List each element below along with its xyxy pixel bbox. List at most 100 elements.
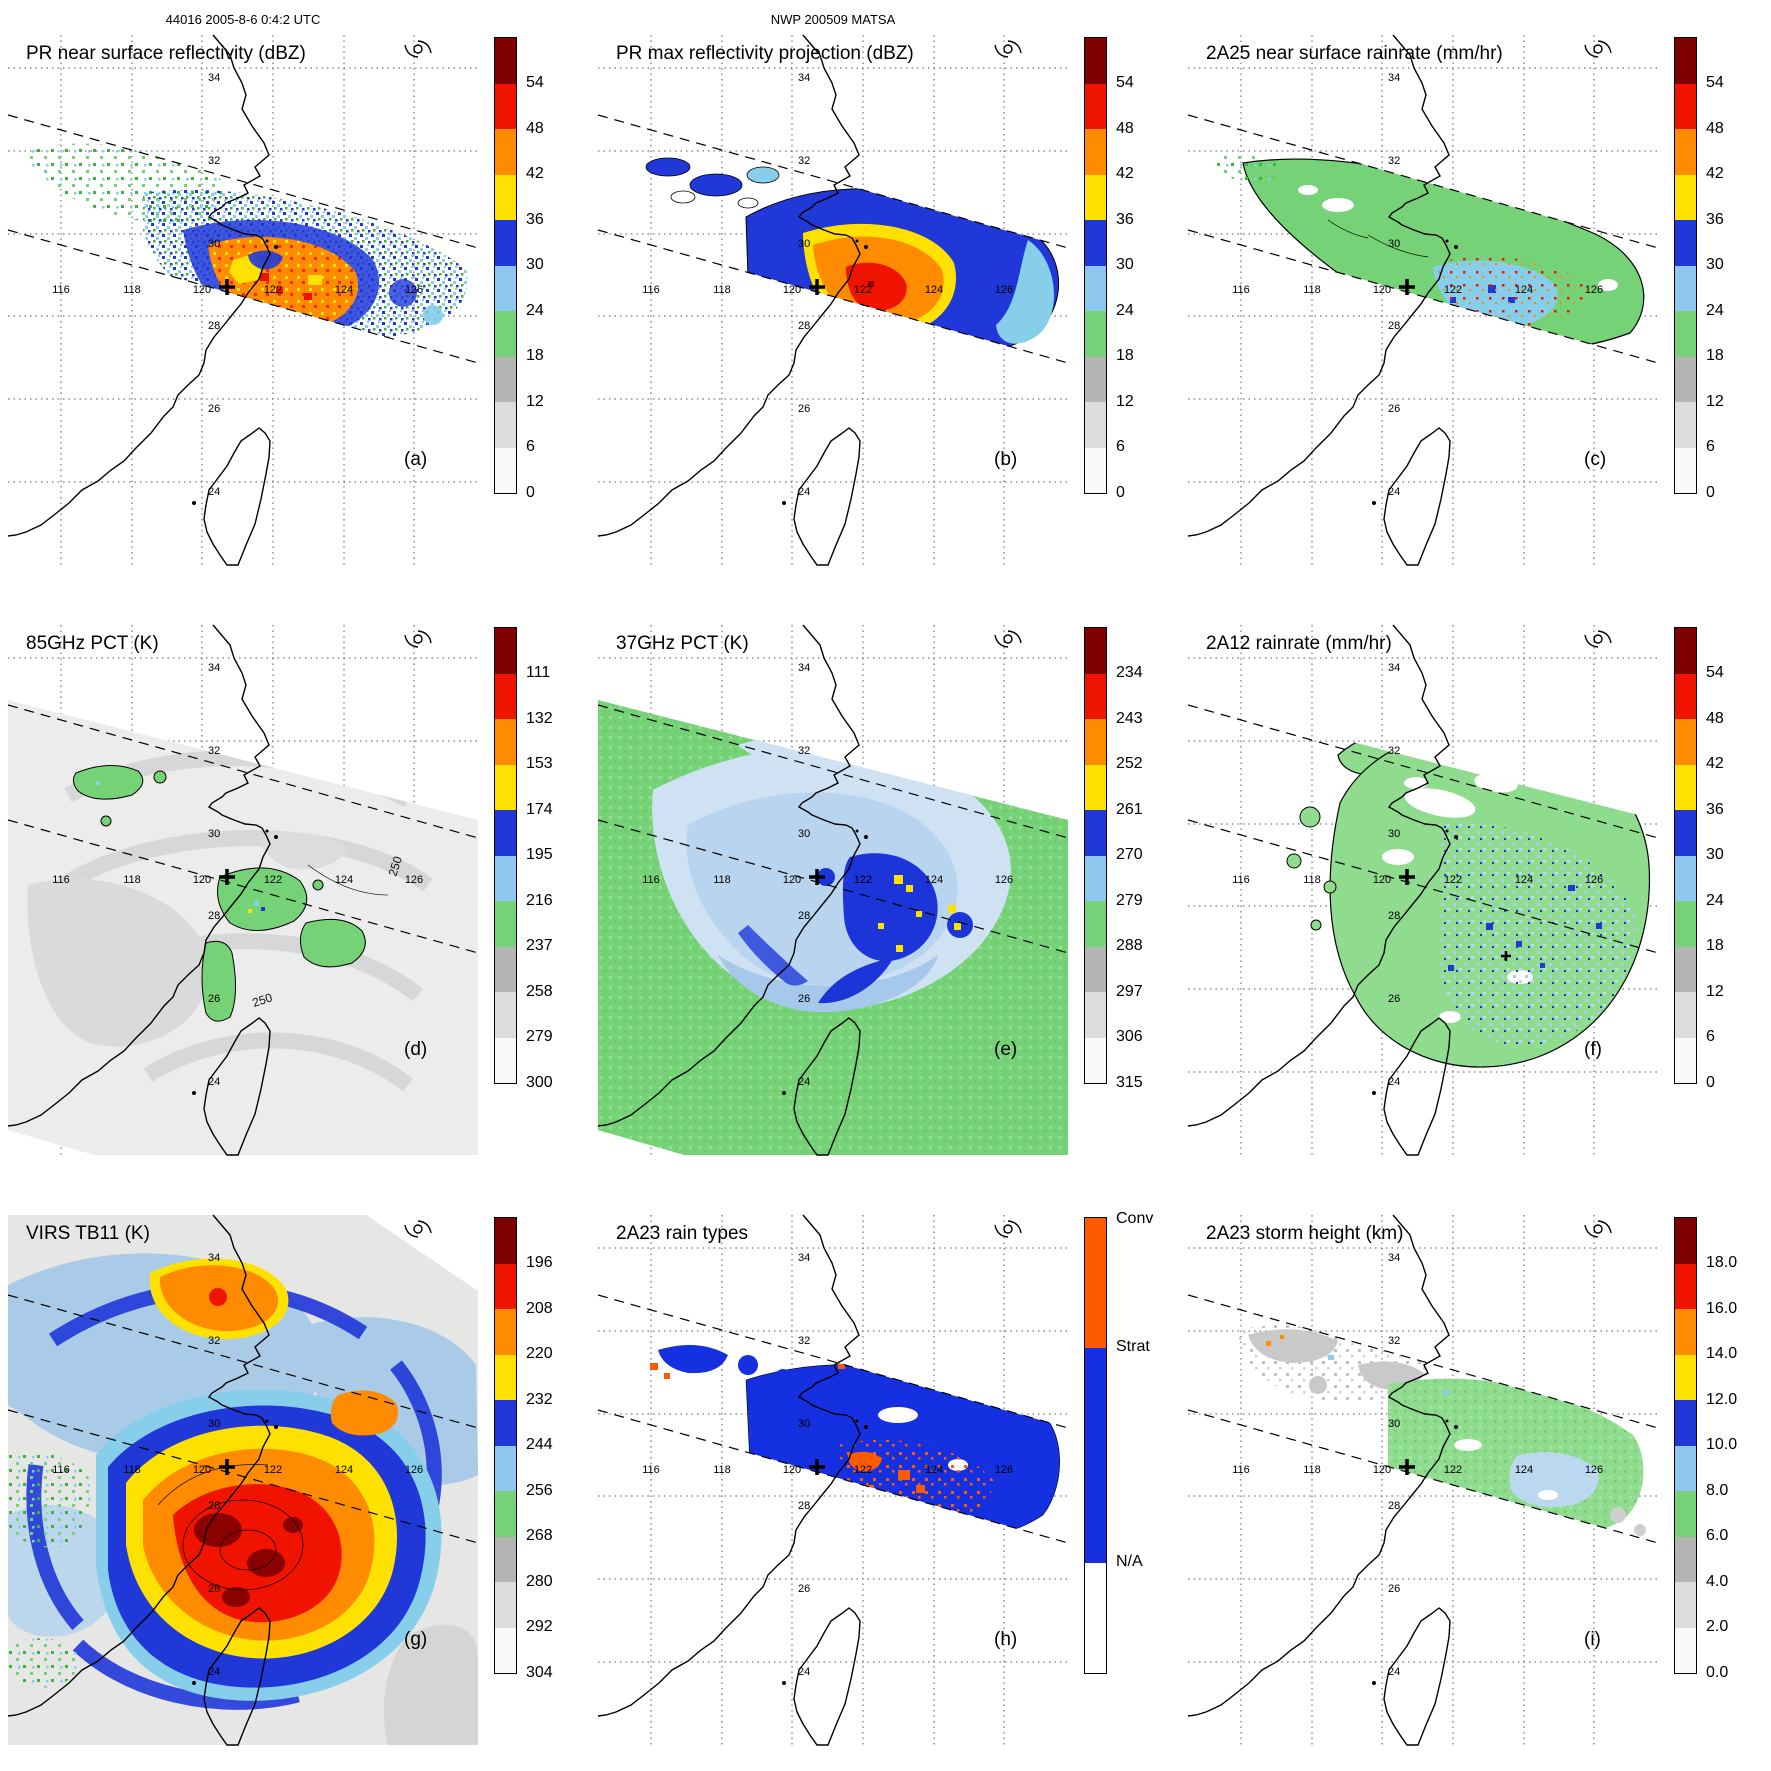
colorbar-ticks: Conv Strat N/A (1116, 1210, 1164, 1682)
data-virs-tb11 (8, 1215, 478, 1745)
map-b: PR max reflectivity projection (dBZ) (b) (596, 33, 1070, 567)
colorbar-segment (1085, 673, 1106, 719)
colorbar-gradient (494, 37, 517, 494)
panel-h: 2A23 rain types (h) Conv Strat N/A (596, 1210, 1164, 1763)
colorbar-tick-label: 6 (1706, 1028, 1715, 1045)
colorbar-tick-label: 42 (1116, 165, 1134, 182)
colorbar-segment (495, 1536, 516, 1582)
map-e: 37GHz PCT (K) (e) (596, 623, 1070, 1157)
colorbar-segment (1675, 38, 1696, 84)
colorbar-segment (495, 1400, 516, 1446)
colorbar-tick-label: 6 (526, 438, 535, 455)
colorbar-gradient (1084, 627, 1107, 1084)
colorbar-segment (1675, 311, 1696, 357)
colorbar-segment (1085, 38, 1106, 84)
panel-title: PR near surface reflectivity (dBZ) (26, 43, 306, 64)
colorbar-tick-label: 24 (1706, 891, 1724, 909)
colorbar-tick-label: 280 (526, 1572, 553, 1590)
map-g: VIRS TB11 (K) (g) (6, 1213, 480, 1747)
colorbar-segment (1675, 265, 1696, 311)
colorbar-d: 111 132 153 174 195 216 237 258 279 300 (494, 627, 574, 1102)
header-storm-name: NWP 200509 MATSA (770, 12, 896, 27)
colorbar-ticks: 54 48 42 36 30 24 18 12 6 0 (1706, 37, 1754, 502)
colorbar-gradient (1674, 1217, 1697, 1674)
colorbar-tick-label: 24 (1706, 301, 1724, 319)
colorbar-i: 18.0 16.0 14.0 12.0 10.0 8.0 6.0 4.0 2.0 0.0 (1674, 1217, 1754, 1692)
colorbar-segment (1675, 129, 1696, 175)
panel-letter: (b) (994, 449, 1017, 470)
colorbar-ticks: 111 132 153 174 195 216 237 258 279 300 (526, 627, 574, 1092)
colorbar-gradient (494, 627, 517, 1084)
colorbar-tick-label: 18 (1706, 347, 1724, 364)
colorbar-segment (1675, 447, 1696, 493)
panel-a: PR near surface reflectivity (dBZ) (a) 5… (6, 33, 574, 583)
colorbar-a: 54 48 42 36 30 24 18 12 6 0 (494, 37, 574, 512)
colorbar-tick-label: 18 (1116, 347, 1134, 364)
colorbar-segment (1085, 265, 1106, 311)
colorbar-segment (1675, 946, 1696, 992)
colorbar-segment (495, 1627, 516, 1673)
colorbar-tick-label: 306 (1116, 1028, 1143, 1045)
colorbar-segment (495, 810, 516, 856)
colorbar-tick-label: Strat (1116, 1338, 1150, 1355)
colorbar-b: 54 48 42 36 30 24 18 12 6 0 (1084, 37, 1164, 512)
colorbar-segment (1675, 810, 1696, 856)
colorbar-tick-label: 14.0 (1706, 1345, 1738, 1362)
colorbar-segment (1675, 402, 1696, 448)
colorbar-segment (495, 265, 516, 311)
colorbar-segment (1675, 220, 1696, 266)
colorbar-segment (1085, 764, 1106, 810)
colorbar-tick-label: 36 (526, 210, 544, 228)
colorbar-tick-label: 10.0 (1706, 1436, 1738, 1453)
colorbar-tick-label: 244 (526, 1436, 553, 1453)
panel-b: PR max reflectivity projection (dBZ) (b)… (596, 33, 1164, 583)
colorbar-tick-label: 16.0 (1706, 1299, 1738, 1317)
colorbar-segment (1675, 628, 1696, 674)
colorbar-tick-label: 18 (1706, 937, 1724, 954)
colorbar-segment (495, 719, 516, 765)
colorbar-tick-label: 30 (526, 256, 544, 273)
colorbar-segment (495, 901, 516, 947)
colorbar-tick-label: 42 (526, 165, 544, 182)
colorbar-segment (1675, 1263, 1696, 1309)
colorbar-tick-label: 12 (526, 392, 544, 410)
colorbar-segment (1675, 83, 1696, 129)
colorbar-segment (1085, 1563, 1106, 1673)
colorbar-tick-label: 54 (1706, 664, 1724, 681)
colorbar-tick-label: 261 (1116, 800, 1143, 818)
colorbar-segment (1675, 1445, 1696, 1491)
panel-e: 37GHz PCT (K) (e) 234 243 252 261 270 279 288 2… (596, 623, 1164, 1173)
colorbar-tick-label: 36 (1706, 210, 1724, 228)
colorbar-ticks: 18.0 16.0 14.0 12.0 10.0 8.0 6.0 4.0 2.0 0.0 (1706, 1217, 1754, 1682)
colorbar-segment (1675, 901, 1696, 947)
colorbar-segment (495, 1491, 516, 1537)
panel-letter: (e) (994, 1039, 1017, 1060)
colorbar-tick-label: 195 (526, 846, 553, 863)
colorbar-tick-label: 288 (1116, 937, 1143, 954)
map-f: 2A12 rainrate (mm/hr) (f) (1186, 623, 1660, 1157)
colorbar-tick-label: 36 (1706, 800, 1724, 818)
colorbar-gradient (1674, 627, 1697, 1084)
colorbar-gradient (1084, 37, 1107, 494)
colorbar-segment (495, 311, 516, 357)
colorbar-tick-label: 300 (526, 1073, 553, 1091)
panel-d: 250 250 85GHz PCT (K) (d) 111 132 153 174 19… (6, 623, 574, 1173)
panel-i: 2A23 storm height (km) (i) 18.0 16.0 14.0 1… (1186, 1213, 1754, 1763)
colorbar-tick-label: N/A (1116, 1553, 1143, 1570)
colorbar-tick-label: 216 (526, 891, 553, 909)
colorbar-tick-label: 279 (1116, 891, 1143, 909)
colorbar-tick-label: 237 (526, 937, 553, 954)
colorbar-tick-label: 232 (526, 1390, 553, 1408)
colorbar-segment (1675, 1354, 1696, 1400)
panel-title: 2A23 storm height (km) (1206, 1223, 1403, 1244)
colorbar-segment (495, 402, 516, 448)
colorbar-f: 54 48 42 36 30 24 18 12 6 0 (1674, 627, 1754, 1102)
colorbar-segment (1085, 447, 1106, 493)
secondary-marker (1348, 709, 1364, 725)
map-d: 250 250 85GHz PCT (K) (d) (6, 623, 480, 1157)
colorbar-tick-label: 279 (526, 1028, 553, 1045)
colorbar-tick-label: 0 (1706, 483, 1715, 501)
colorbar-ticks: 234 243 252 261 270 279 288 297 306 315 (1116, 627, 1164, 1092)
colorbar-segment (1085, 311, 1106, 357)
colorbar-segment (1085, 992, 1106, 1038)
